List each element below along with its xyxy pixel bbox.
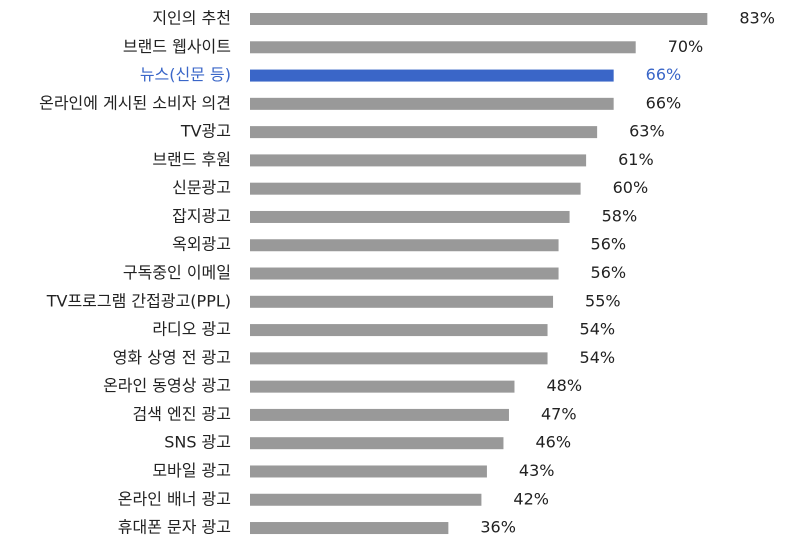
bar [250, 437, 504, 450]
value-label: 63% [629, 122, 665, 141]
category-label: 옥외광고 [172, 235, 231, 254]
value-label: 46% [535, 433, 571, 452]
bar [250, 493, 482, 506]
value-label: 61% [618, 150, 654, 169]
value-label: 43% [519, 461, 555, 480]
category-label: 브랜드 웹사이트 [123, 37, 231, 56]
bar [250, 210, 570, 223]
bar [250, 380, 515, 393]
category-label: 브랜드 후원 [152, 150, 231, 169]
category-label: 라디오 광고 [152, 320, 231, 339]
value-label: 58% [602, 206, 638, 225]
value-label: 56% [591, 235, 627, 254]
bar [250, 295, 554, 308]
bar [250, 522, 449, 535]
value-label: 56% [591, 263, 627, 282]
category-label: 뉴스(신문 등) [140, 65, 231, 84]
bar [250, 182, 581, 195]
value-label: 70% [668, 37, 704, 56]
bar [250, 324, 548, 337]
bar [250, 69, 614, 82]
category-label: 신문광고 [172, 178, 231, 197]
category-label: 영화 상영 전 광고 [113, 348, 231, 367]
value-label: 54% [580, 320, 616, 339]
value-label: 66% [646, 93, 682, 112]
value-label: 60% [613, 178, 649, 197]
value-label: 36% [480, 518, 516, 537]
category-label: 구독중인 이메일 [123, 263, 231, 282]
category-label: 온라인에 게시된 소비자 의견 [39, 93, 231, 112]
category-label: TV프로그램 간접광고(PPL) [46, 291, 231, 310]
bar [250, 267, 559, 280]
category-label: 온라인 동영상 광고 [103, 376, 231, 395]
bar [250, 352, 548, 365]
bar [250, 154, 587, 167]
bar [250, 408, 509, 421]
value-label: 42% [513, 489, 549, 508]
value-label: 48% [546, 376, 582, 395]
category-label: 온라인 배너 광고 [118, 489, 231, 508]
category-label: 지인의 추천 [152, 9, 231, 28]
category-label: 휴대폰 문자 광고 [118, 518, 231, 537]
bar [250, 126, 598, 139]
category-label: 모바일 광고 [152, 461, 231, 480]
category-label: 잡지광고 [172, 206, 231, 225]
bar [250, 465, 487, 478]
category-label: 검색 엔진 광고 [133, 404, 232, 423]
value-label: 54% [580, 348, 616, 367]
value-label: 66% [646, 65, 682, 84]
bar [250, 13, 708, 25]
value-label: 55% [585, 291, 621, 310]
category-label: TV광고 [180, 122, 231, 141]
bar [250, 41, 636, 54]
category-label: SNS 광고 [164, 433, 231, 452]
value-label: 83% [739, 9, 775, 28]
value-label: 47% [541, 404, 577, 423]
bar [250, 239, 559, 252]
bar [250, 97, 614, 110]
